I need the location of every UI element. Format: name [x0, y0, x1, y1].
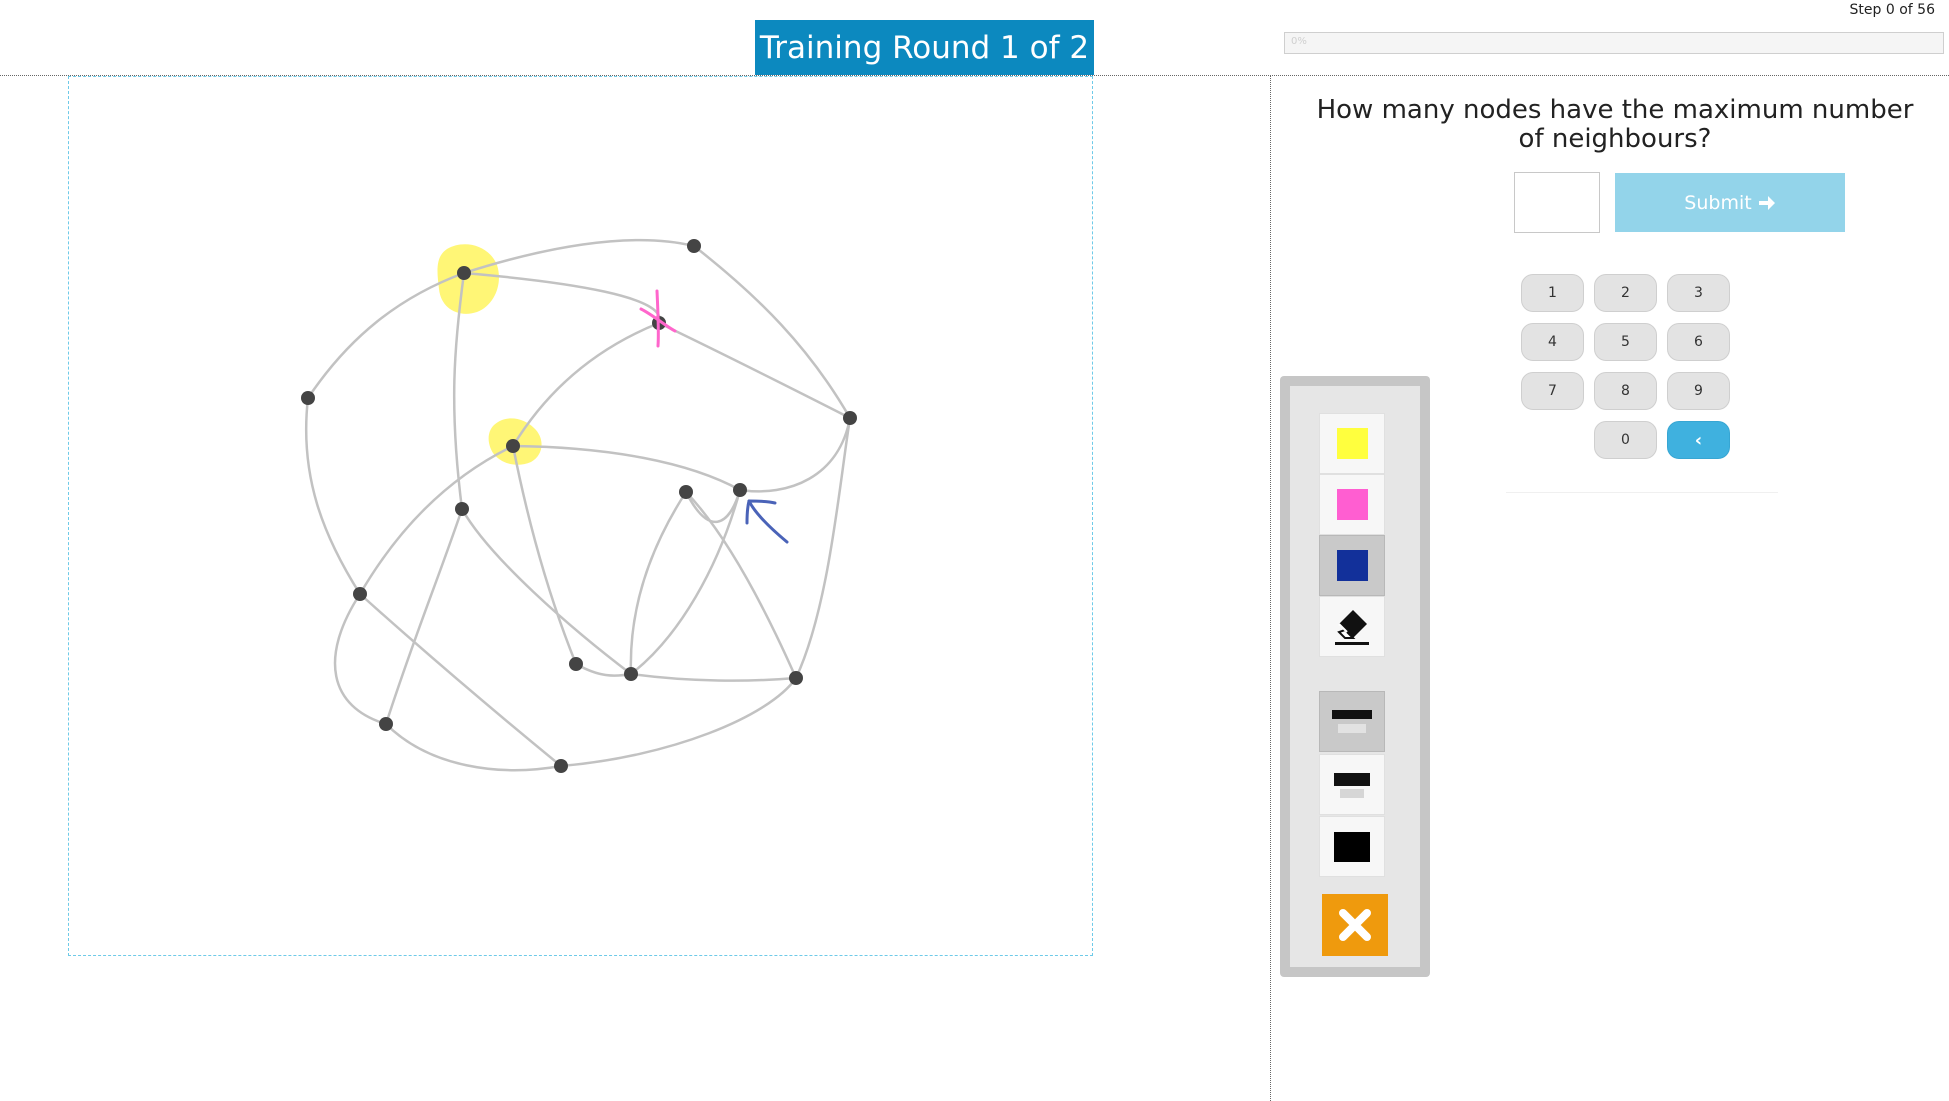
pen-size-medium-button[interactable] — [1319, 754, 1385, 815]
chevron-left-icon: ‹ — [1694, 429, 1703, 451]
progress-bar: 0% — [1284, 32, 1944, 54]
graph-drawing[interactable] — [69, 77, 1094, 957]
graph-edges — [304, 238, 852, 772]
keypad-divider — [1506, 492, 1778, 493]
graph-node — [455, 502, 469, 516]
keypad-key-4[interactable]: 4 — [1521, 323, 1584, 361]
color-yellow-button[interactable] — [1319, 413, 1385, 474]
blue-swatch — [1336, 550, 1368, 581]
graph-node — [687, 239, 701, 253]
graph-node — [679, 485, 693, 499]
thick-pen-icon — [1334, 831, 1370, 862]
graph-edge — [358, 444, 514, 595]
graph-edge — [460, 508, 632, 675]
graph-edge — [306, 271, 465, 399]
blue-arrow-mark — [745, 499, 789, 544]
graph-node — [457, 266, 471, 280]
thin-pen-icon — [1332, 709, 1372, 733]
graph-edge — [630, 489, 742, 675]
pen-size-thin-button[interactable] — [1319, 691, 1385, 752]
round-title: Training Round 1 of 2 — [755, 20, 1094, 75]
graph-node — [843, 411, 857, 425]
pink-cross-mark — [639, 289, 677, 348]
graph-edge — [384, 508, 464, 725]
arrow-right-icon — [1758, 195, 1775, 210]
graph-edge — [304, 397, 362, 595]
pen-size-thick-button[interactable] — [1319, 816, 1385, 877]
graph-edge — [630, 672, 797, 682]
graph-edge — [658, 321, 851, 420]
graph-node — [554, 759, 568, 773]
graph-edge — [359, 593, 562, 767]
keypad-key-5[interactable]: 5 — [1594, 323, 1657, 361]
clear-drawing-button[interactable] — [1322, 894, 1388, 956]
graph-edge — [794, 417, 852, 679]
header-divider — [0, 75, 1949, 76]
close-icon — [1339, 909, 1371, 941]
graph-edge — [685, 491, 798, 679]
keypad-key-2[interactable]: 2 — [1594, 274, 1657, 312]
yellow-highlight — [437, 244, 499, 314]
step-counter: Step 0 of 56 — [1849, 2, 1935, 18]
graph-edge — [739, 417, 852, 493]
eraser-icon — [1335, 609, 1369, 645]
graph-edge — [560, 677, 798, 768]
graph-edge — [333, 593, 387, 726]
graph-edge — [463, 238, 695, 275]
graph-node — [569, 657, 583, 671]
keypad-key-7[interactable]: 7 — [1521, 372, 1584, 410]
panel-divider — [1270, 75, 1271, 1101]
eraser-button[interactable] — [1319, 596, 1385, 657]
progress-text: 0% — [1291, 36, 1307, 47]
drawing-canvas[interactable] — [68, 76, 1093, 956]
graph-edge — [575, 662, 632, 677]
keypad-key-0[interactable]: 0 — [1594, 421, 1657, 459]
graph-edge — [684, 489, 742, 524]
answer-input[interactable] — [1514, 172, 1600, 233]
graph-edge — [512, 444, 741, 492]
graph-edge — [693, 245, 852, 419]
graph-edge — [511, 321, 660, 447]
graph-node — [624, 667, 638, 681]
graph-node — [353, 587, 367, 601]
submit-button[interactable]: Submit — [1615, 173, 1845, 232]
graph-nodes — [301, 239, 857, 773]
question-text: How many nodes have the maximum number o… — [1316, 95, 1914, 154]
color-blue-button[interactable] — [1319, 535, 1385, 596]
graph-node — [789, 671, 803, 685]
keypad-key-9[interactable]: 9 — [1667, 372, 1730, 410]
graph-node — [506, 439, 520, 453]
graph-node — [379, 717, 393, 731]
color-pink-button[interactable] — [1319, 474, 1385, 535]
submit-label: Submit — [1684, 191, 1752, 214]
graph-edge — [452, 272, 466, 510]
medium-pen-icon — [1334, 772, 1370, 798]
keypad-key-3[interactable]: 3 — [1667, 274, 1730, 312]
yellow-swatch — [1336, 428, 1368, 459]
pink-swatch — [1336, 489, 1368, 520]
drawing-toolbar — [1280, 376, 1430, 977]
keypad-key-8[interactable]: 8 — [1594, 372, 1657, 410]
graph-edge — [385, 723, 562, 772]
graph-edge — [629, 491, 688, 675]
keypad-key-1[interactable]: 1 — [1521, 274, 1584, 312]
graph-node — [733, 483, 747, 497]
graph-node — [301, 391, 315, 405]
graph-edge — [511, 445, 578, 665]
backspace-button[interactable]: ‹ — [1667, 421, 1730, 459]
keypad-key-6[interactable]: 6 — [1667, 323, 1730, 361]
